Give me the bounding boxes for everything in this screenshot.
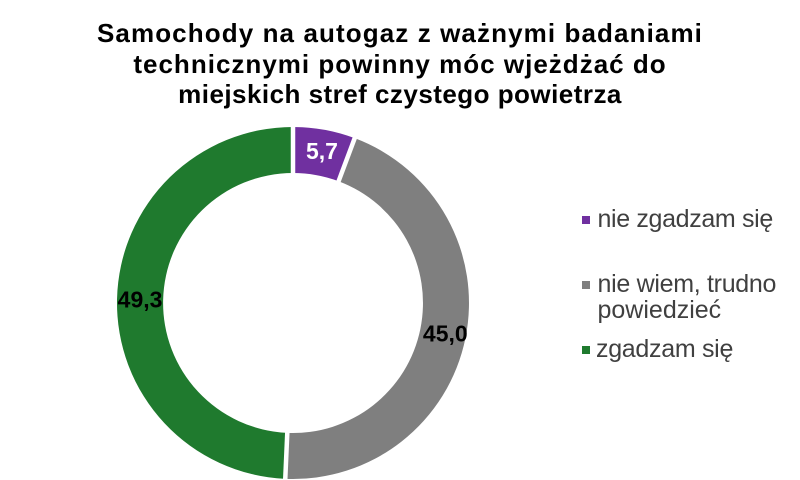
svg-text:49,3: 49,3 <box>118 287 163 313</box>
svg-text:5,7: 5,7 <box>306 138 338 164</box>
svg-text:45,0: 45,0 <box>423 321 468 347</box>
